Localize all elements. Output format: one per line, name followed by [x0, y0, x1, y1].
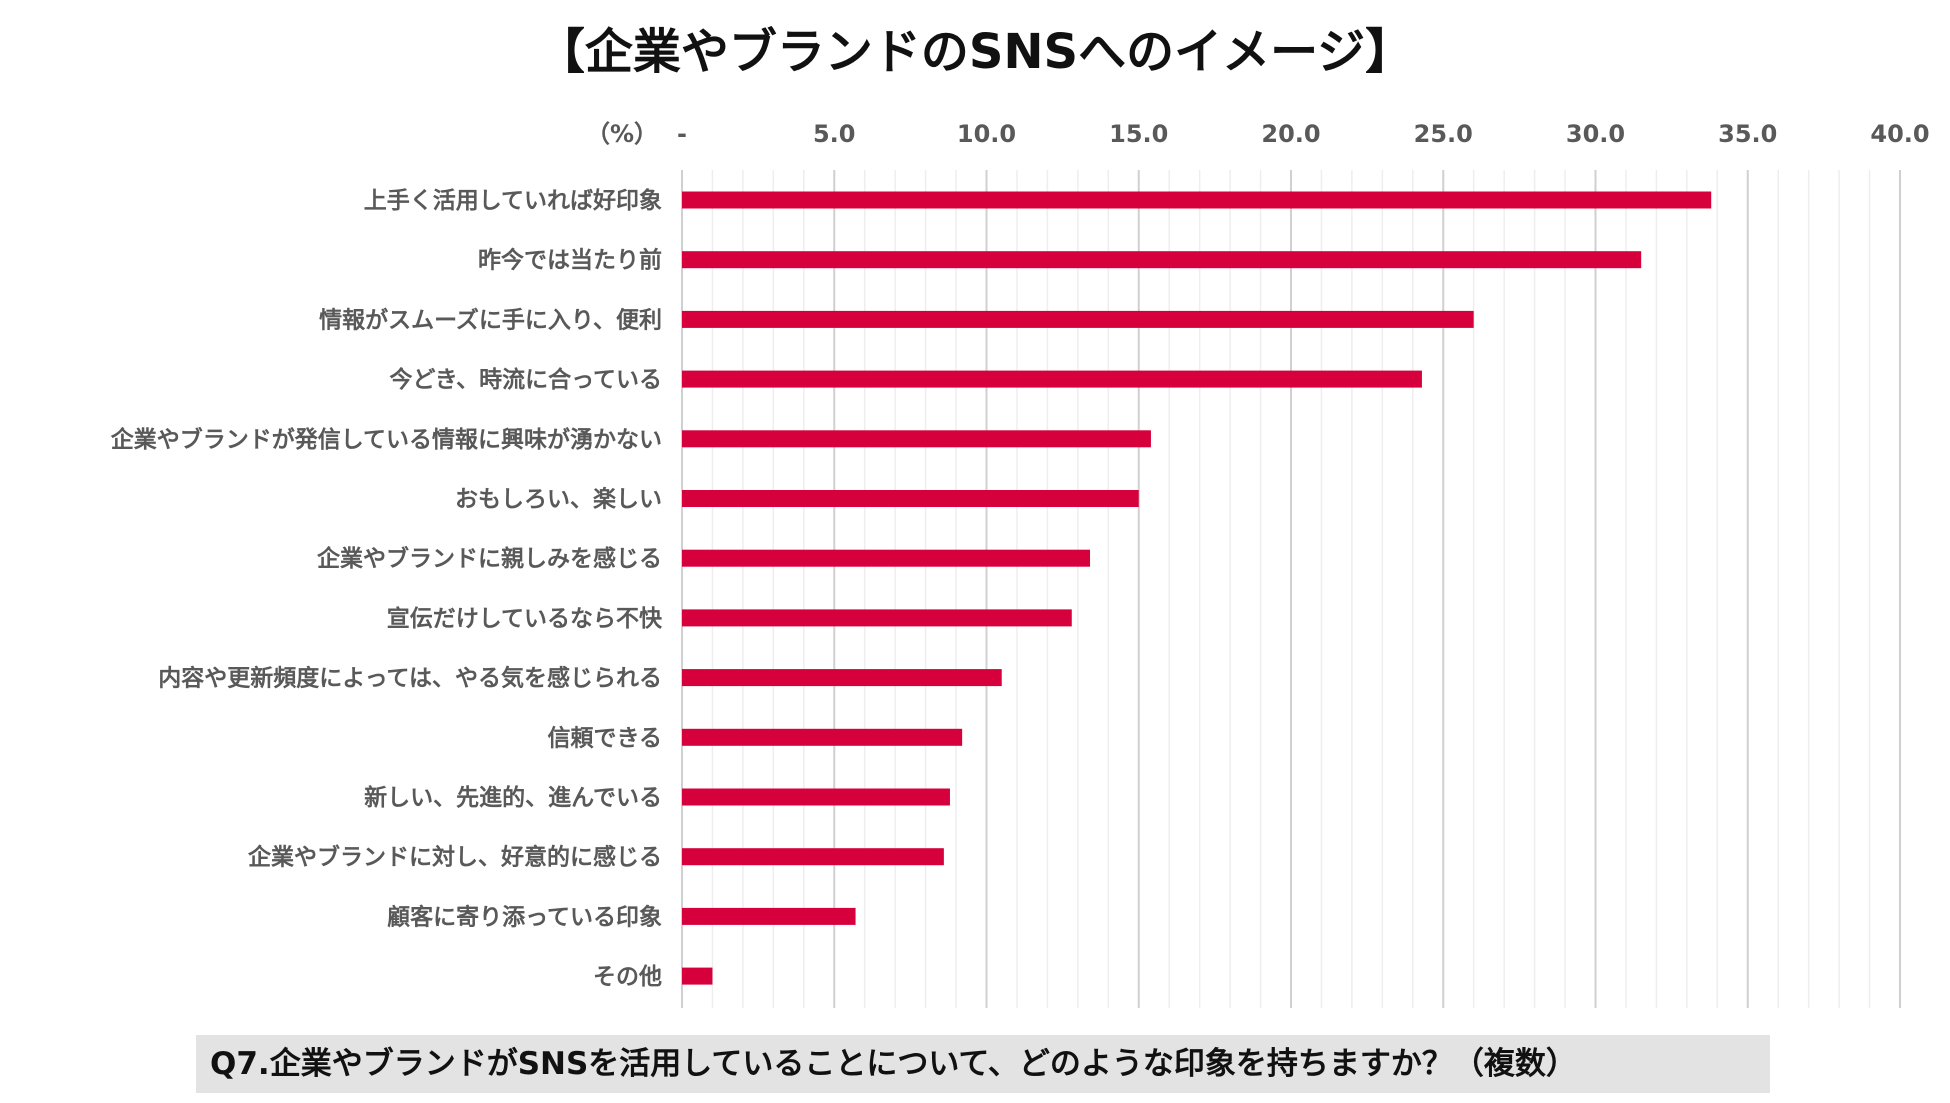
unit-label: （%）	[586, 120, 658, 148]
x-tick-label: 10.0	[957, 120, 1016, 148]
question-caption: Q7.企業やブランドがSNSを活用していることについて、どのような印象を持ちます…	[196, 1035, 1770, 1093]
x-tick-label: -	[677, 120, 687, 148]
bar	[682, 430, 1151, 448]
category-label: 今どき、時流に合っている	[389, 366, 662, 393]
x-tick-label: 40.0	[1870, 120, 1929, 148]
category-label: その他	[593, 964, 662, 990]
bar	[682, 848, 944, 866]
category-label: 企業やブランドに親しみを感じる	[316, 545, 662, 572]
x-tick-label: 25.0	[1414, 120, 1473, 148]
bar	[682, 907, 856, 925]
x-tick-label: 15.0	[1109, 120, 1168, 148]
category-label: 顧客に寄り添っている印象	[387, 903, 662, 930]
x-tick-label: 35.0	[1718, 120, 1777, 148]
x-tick-label: 20.0	[1261, 120, 1320, 148]
category-label: 企業やブランドに対し、好意的に感じる	[247, 844, 662, 871]
category-label: 昨今では当たり前	[478, 247, 662, 274]
bar	[682, 609, 1072, 627]
bar	[682, 967, 713, 985]
bar	[682, 191, 1712, 209]
category-label: おもしろい、楽しい	[455, 486, 662, 513]
category-label: 宣伝だけしているなら不快	[387, 605, 663, 632]
bar	[682, 310, 1474, 328]
bar	[682, 251, 1642, 269]
bar	[682, 728, 963, 746]
category-label: 内容や更新頻度によっては、やる気を感じられる	[158, 665, 662, 692]
x-tick-label: 30.0	[1566, 120, 1625, 148]
category-label: 上手く活用していれば好印象	[364, 187, 662, 214]
bar	[682, 788, 950, 806]
bar	[682, 490, 1139, 507]
bar	[682, 549, 1091, 567]
category-label: 新しい、先進的、進んでいる	[364, 784, 662, 811]
x-tick-label: 5.0	[813, 120, 856, 148]
bar	[682, 370, 1422, 388]
bar	[682, 669, 1002, 687]
category-label: 情報がスムーズに手に入り、便利	[319, 306, 662, 333]
category-label: 企業やブランドが発信している情報に興味が湧かない	[110, 426, 662, 453]
chart-title: 【企業やブランドのSNSへのイメージ】	[536, 24, 1414, 80]
category-label: 信頼できる	[547, 724, 662, 751]
